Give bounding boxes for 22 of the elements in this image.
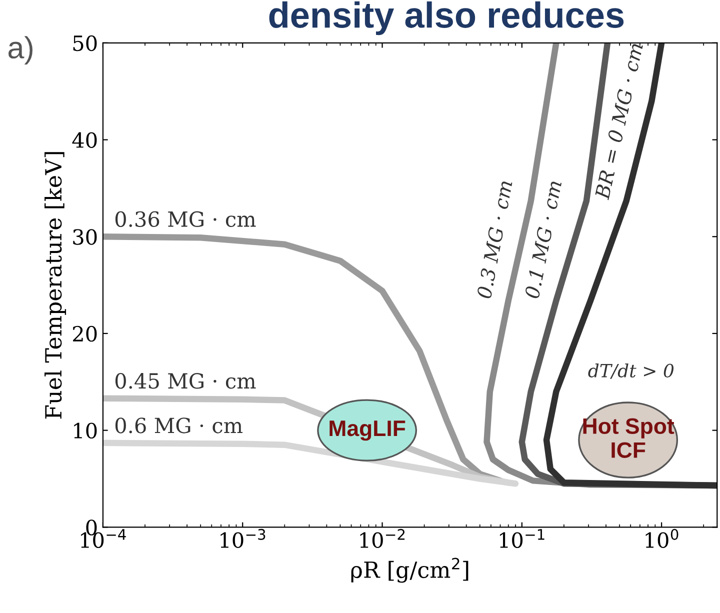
text: a) (8, 36, 32, 65)
y-tick-label: 30 (73, 229, 97, 245)
text: 0.3 MG · cm (476, 180, 513, 299)
series-label: 0.36 MG · cm (115, 211, 256, 228)
y-tick-label: 10 (74, 422, 97, 439)
x-tick-label: 10$^{0}$ (646, 528, 678, 548)
series-label: 0.45 MG · cm (115, 373, 256, 389)
x-tick-label: 10$^{−3}$ (220, 528, 266, 548)
annotation: dT/dt > 0 (588, 363, 674, 379)
series-label: 0.6 MG · cm (115, 418, 243, 434)
y-axis-title: Fuel Temperature [keV] (44, 152, 66, 419)
y-tick-label: 20 (73, 326, 97, 342)
chart-title: density also reduces (269, 1, 624, 36)
y-tick-label: 40 (72, 132, 97, 148)
x-axis-title: ρR [g/cm$^{2}$] (351, 558, 468, 583)
annotation: Hot Spot ICF (583, 418, 674, 458)
annotation: MagLIF (330, 420, 406, 441)
text: 0.1 MG · cm (524, 180, 562, 299)
text: BR = 0 MG · cm (594, 42, 644, 200)
y-tick-label: 50 (73, 35, 97, 52)
x-tick-label: 10$^{−2}$ (360, 528, 405, 548)
x-tick-label: 10$^{−1}$ (500, 529, 544, 548)
